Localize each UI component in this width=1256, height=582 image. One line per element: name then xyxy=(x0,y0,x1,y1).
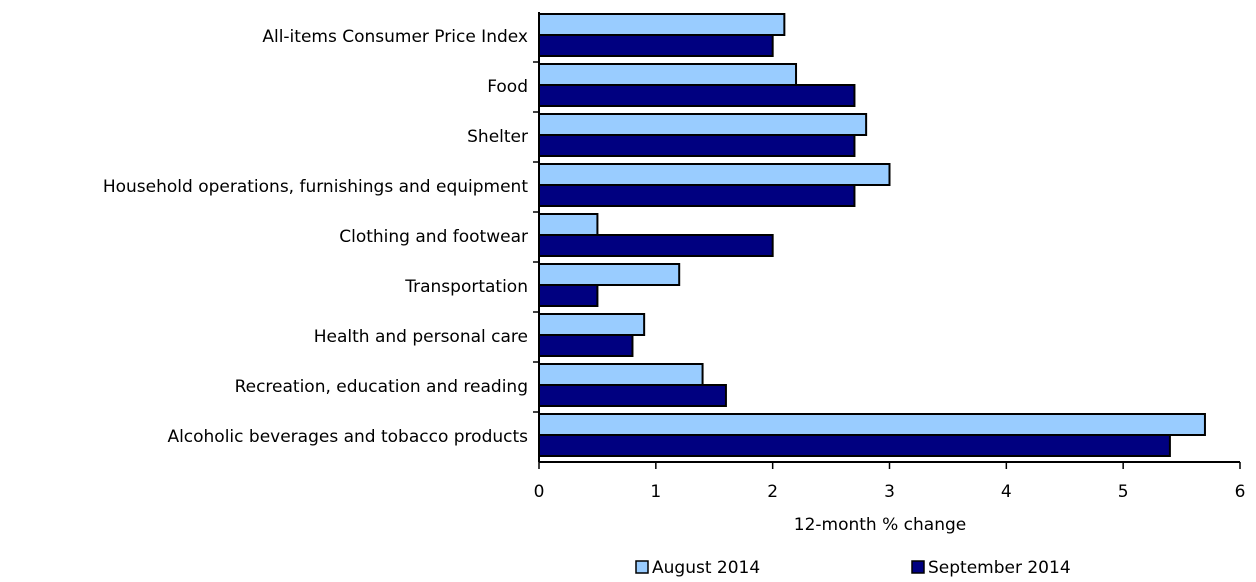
x-tick-label: 4 xyxy=(1001,482,1012,502)
y-tick-label: All-items Consumer Price Index xyxy=(262,27,528,47)
y-tick-label: Health and personal care xyxy=(314,327,528,347)
y-tick-label: Shelter xyxy=(467,127,528,147)
x-tick-label: 3 xyxy=(884,482,895,502)
bar xyxy=(538,13,786,36)
bar xyxy=(538,63,798,86)
y-tick-label: Food xyxy=(487,77,528,97)
legend-label: August 2014 xyxy=(652,558,760,578)
bar xyxy=(538,284,599,307)
bar xyxy=(538,263,681,286)
bar xyxy=(538,384,727,407)
bar xyxy=(538,113,868,136)
bar xyxy=(538,34,774,57)
y-tick-label: Household operations, furnishings and eq… xyxy=(103,177,529,197)
bar xyxy=(538,363,704,386)
bar xyxy=(538,134,856,157)
bar xyxy=(538,84,856,107)
y-tick-label: Recreation, education and reading xyxy=(235,377,528,397)
x-tick-label: 6 xyxy=(1235,482,1246,502)
bar xyxy=(538,413,1206,436)
x-axis-label: 12-month % change xyxy=(794,515,966,535)
bar xyxy=(538,163,891,186)
x-tick-label: 1 xyxy=(650,482,661,502)
legend-swatch xyxy=(911,560,925,574)
y-tick-label: Transportation xyxy=(404,277,528,297)
bar xyxy=(538,334,634,357)
bar xyxy=(538,434,1171,457)
x-tick-label: 5 xyxy=(1118,482,1129,502)
bar xyxy=(538,184,856,207)
legend-label: September 2014 xyxy=(928,558,1071,578)
legend-swatch xyxy=(635,560,649,574)
y-tick-label: Clothing and footwear xyxy=(339,227,528,247)
y-tick-label: Alcoholic beverages and tobacco products xyxy=(167,427,528,447)
x-tick-label: 0 xyxy=(534,482,545,502)
bar xyxy=(538,313,646,336)
x-tick-label: 2 xyxy=(767,482,778,502)
bar xyxy=(538,213,599,236)
bar xyxy=(538,234,774,257)
